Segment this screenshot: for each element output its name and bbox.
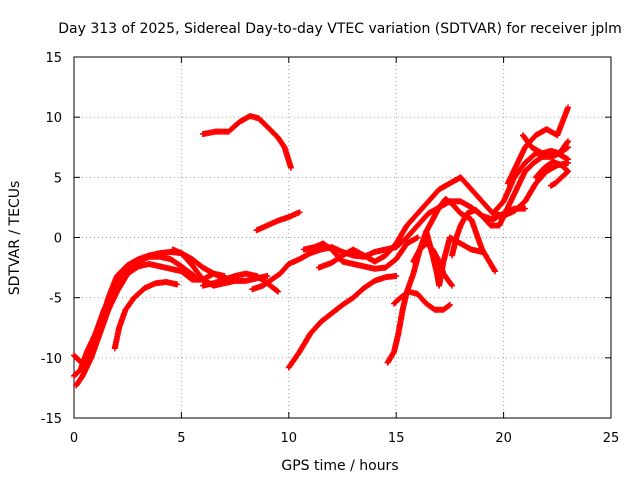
x-tick-label: 25: [603, 431, 620, 446]
y-tick-label: -10: [41, 352, 62, 367]
data-point-marker: [414, 234, 421, 241]
data-point-marker: [273, 287, 280, 294]
data-series: [423, 228, 486, 289]
y-axis-title: SDTVAR / TECUs: [7, 181, 23, 296]
data-point-marker: [275, 288, 282, 295]
y-tick-label: 15: [45, 51, 62, 66]
axis-ticks: 0 5 10 15 20 25 -15 -10 -5 0 5 10 15: [41, 51, 620, 446]
data-series: [199, 112, 294, 171]
x-tick-label: 10: [281, 431, 298, 446]
data-point-marker: [393, 273, 400, 280]
data-point-marker: [492, 268, 499, 275]
data-point-marker: [565, 138, 572, 145]
data-point-marker: [287, 164, 294, 171]
data-point-marker: [448, 281, 455, 288]
data-point-marker: [296, 209, 303, 216]
data-series: [519, 132, 572, 157]
data-series: [532, 158, 572, 189]
data-point-marker: [547, 182, 554, 189]
data-series: [199, 270, 282, 295]
data-point-marker: [565, 104, 572, 111]
chart-title: Day 313 of 2025, Sidereal Day-to-day VTE…: [58, 21, 622, 37]
y-tick-label: 0: [54, 232, 62, 247]
data-point-marker: [522, 205, 529, 212]
data-point-marker: [264, 273, 271, 280]
x-tick-label: 20: [495, 431, 512, 446]
y-tick-label: 10: [45, 111, 62, 126]
data-series: [253, 209, 303, 234]
data-series: [285, 273, 400, 371]
data-series-layer: [71, 104, 572, 389]
y-tick-label: -15: [41, 412, 62, 427]
data-series: [315, 174, 529, 271]
x-axis-title: GPS time / hours: [281, 458, 398, 474]
data-point-marker: [446, 301, 453, 308]
grid-lines: [74, 57, 611, 418]
data-series: [504, 104, 572, 187]
data-point-marker: [449, 282, 456, 289]
data-series: [489, 150, 572, 217]
data-point-marker: [174, 281, 181, 288]
data-point-marker: [445, 302, 452, 309]
y-tick-label: -5: [49, 292, 62, 307]
x-tick-label: 15: [388, 431, 405, 446]
x-tick-label: 0: [70, 431, 78, 446]
data-point-marker: [479, 248, 486, 255]
y-tick-label: 5: [54, 171, 62, 186]
data-series: [111, 279, 181, 352]
data-series: [391, 288, 453, 313]
x-tick-label: 5: [177, 431, 185, 446]
data-point-marker: [565, 159, 572, 166]
data-series: [300, 234, 421, 272]
data-point-marker: [564, 139, 571, 146]
